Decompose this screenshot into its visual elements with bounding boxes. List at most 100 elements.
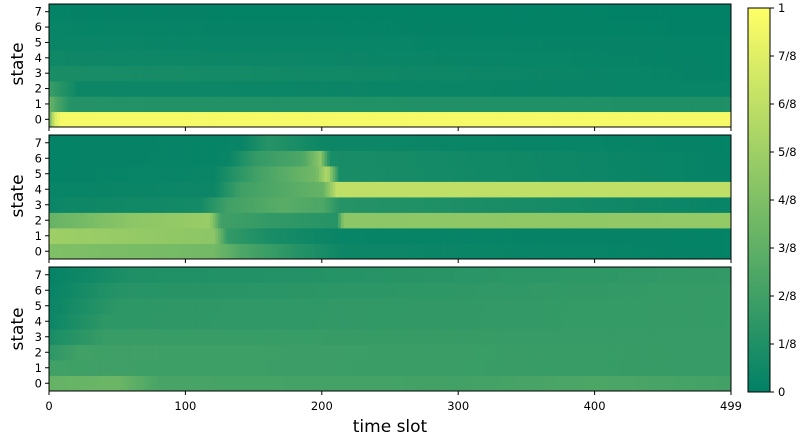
heatmap-cell [373, 375, 377, 392]
heatmap-cell [125, 228, 129, 244]
heatmap-cell [269, 19, 274, 36]
heatmap-cell [114, 50, 118, 66]
heatmap-cell [662, 34, 666, 51]
heatmap-cell [632, 344, 636, 361]
heatmap-cell [226, 243, 230, 260]
heatmap-cell [545, 4, 549, 20]
heatmap-cell [545, 150, 549, 167]
heatmap-cell [250, 4, 254, 20]
heatmap-cell [621, 50, 626, 66]
heatmap-cell [463, 197, 467, 213]
heatmap-cell [359, 181, 364, 198]
heatmap-cell [354, 80, 358, 97]
heatmap-cell [379, 19, 383, 36]
heatmap-cell [144, 34, 148, 51]
heatmap-cell [111, 329, 115, 345]
heatmap-cell [698, 80, 702, 97]
heatmap-cell [237, 111, 241, 128]
heatmap-cell [600, 166, 604, 182]
heatmap-cell [354, 4, 358, 20]
heatmap-cell [490, 135, 495, 151]
heatmap-cell [79, 360, 83, 376]
heatmap-cell [294, 80, 298, 97]
heatmap-cell [564, 150, 568, 167]
heatmap-cell [504, 166, 508, 182]
heatmap-cell [490, 197, 495, 213]
heatmap-cell [493, 375, 497, 392]
heatmap-cell [188, 135, 192, 151]
heatmap-cell [365, 19, 369, 36]
heatmap-cell [185, 329, 189, 345]
heatmap-cell [695, 228, 699, 244]
heatmap-cell [523, 329, 527, 345]
heatmap-cell [278, 19, 282, 36]
heatmap-cell [695, 344, 699, 361]
heatmap-cell [109, 344, 113, 361]
heatmap-cell [59, 197, 64, 213]
heatmap-cell [65, 243, 69, 260]
heatmap-cell [482, 65, 486, 82]
heatmap-cell [613, 19, 617, 36]
heatmap-cell [204, 65, 208, 82]
heatmap-cell [343, 111, 347, 128]
heatmap-cell [433, 96, 437, 113]
heatmap-cell [321, 228, 325, 244]
heatmap-cell [103, 34, 107, 51]
heatmap-cell [403, 4, 407, 20]
heatmap-cell [709, 19, 713, 36]
heatmap-cell [253, 96, 257, 113]
heatmap-cell [392, 344, 396, 361]
heatmap-cell [384, 166, 388, 182]
heatmap-cell [259, 166, 263, 182]
heatmap-cell [670, 80, 675, 97]
heatmap-cell [450, 166, 454, 182]
heatmap-cell [59, 360, 64, 376]
heatmap-cell [480, 360, 484, 376]
heatmap-cell [163, 197, 167, 213]
heatmap-cell [65, 34, 69, 51]
heatmap-cell [711, 96, 716, 113]
heatmap-cell [308, 50, 312, 66]
heatmap-cell [390, 111, 394, 128]
heatmap-cell [335, 80, 339, 97]
heatmap-cell [256, 135, 260, 151]
heatmap-cell [501, 65, 505, 82]
heatmap-cell [329, 19, 334, 36]
heatmap-cell [417, 228, 421, 244]
heatmap-cell [496, 34, 500, 51]
heatmap-cell [207, 329, 211, 345]
heatmap-cell [499, 111, 503, 128]
heatmap-cell [87, 50, 91, 66]
heatmap-cell [414, 212, 418, 229]
heatmap-cell [231, 243, 235, 260]
heatmap-cell [662, 228, 666, 244]
heatmap-cell [286, 344, 290, 361]
heatmap-cell [160, 228, 164, 244]
heatmap-cell [256, 375, 260, 392]
heatmap-cell [390, 243, 394, 260]
heatmap-cell [567, 150, 571, 167]
heatmap-cell [670, 166, 675, 182]
heatmap-cell [417, 181, 421, 198]
heatmap-cell [163, 4, 167, 20]
heatmap-cell [368, 111, 372, 128]
heatmap-cell [346, 96, 350, 113]
heatmap-cell [662, 4, 666, 20]
heatmap-cell [630, 50, 634, 66]
heatmap-cell [717, 181, 721, 198]
heatmap-cell [267, 50, 271, 66]
heatmap-cell [57, 243, 61, 260]
heatmap-cell [572, 166, 576, 182]
heatmap-cell [119, 228, 124, 244]
heatmap-cell [343, 243, 347, 260]
heatmap-cell [324, 375, 328, 392]
heatmap-cell [649, 19, 653, 36]
heatmap-cell [572, 19, 576, 36]
heatmap-cell [668, 4, 672, 20]
heatmap-cell [651, 228, 656, 244]
heatmap-cell [177, 96, 181, 113]
heatmap-cell [597, 375, 601, 392]
heatmap-cell [144, 150, 148, 167]
heatmap-cell [289, 212, 293, 229]
heatmap-cell [583, 34, 587, 51]
